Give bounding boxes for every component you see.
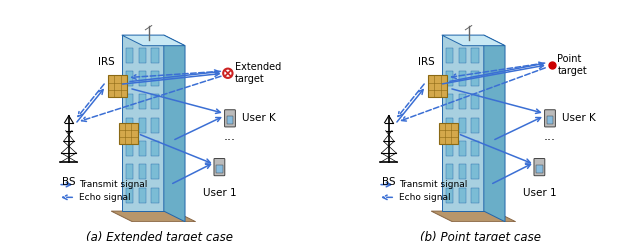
Text: (a) Extended target case: (a) Extended target case [86,231,234,241]
Bar [126,94,134,109]
Text: Transmit signal: Transmit signal [399,180,468,189]
Bar [471,94,479,109]
Polygon shape [484,35,505,222]
Text: Point
target: Point target [557,54,587,76]
Polygon shape [431,211,516,222]
Bar [151,164,159,179]
Text: ...: ... [224,130,236,143]
Polygon shape [442,35,505,46]
Text: User 1: User 1 [523,188,556,198]
Text: BS: BS [382,177,396,187]
Text: IRS: IRS [97,57,115,67]
Bar [151,118,159,133]
Bar [139,141,146,156]
Bar [471,188,479,203]
Bar [139,48,146,63]
Text: Transmit signal: Transmit signal [79,180,148,189]
Text: Echo signal: Echo signal [399,193,451,202]
Bar [151,71,159,86]
Bar [459,94,466,109]
Text: User K: User K [562,113,595,123]
Text: (b) Point target case: (b) Point target case [419,231,541,241]
Bar [126,141,134,156]
Bar [139,71,146,86]
Bar [108,75,127,97]
Bar [438,123,458,144]
FancyBboxPatch shape [225,110,236,127]
Text: Extended
target: Extended target [235,62,281,84]
FancyBboxPatch shape [214,159,225,176]
Bar [459,188,466,203]
Bar [151,48,159,63]
Text: IRS: IRS [417,57,435,67]
Bar [547,116,554,124]
Bar [139,164,146,179]
Bar [139,94,146,109]
Bar [471,118,479,133]
Bar [428,75,447,97]
Bar [471,48,479,63]
Bar [126,188,134,203]
Bar [446,188,454,203]
Bar [446,71,454,86]
Bar [459,164,466,179]
Bar [459,118,466,133]
Bar [118,123,138,144]
Bar [126,164,134,179]
Bar [471,164,479,179]
Bar [459,141,466,156]
Bar [446,118,454,133]
Bar [446,94,454,109]
Bar [227,116,234,124]
Bar [151,94,159,109]
FancyBboxPatch shape [534,159,545,176]
Bar [471,71,479,86]
Bar [216,165,223,173]
Bar [126,48,134,63]
Polygon shape [122,35,164,211]
Polygon shape [111,211,196,222]
Bar [471,141,479,156]
Text: User K: User K [242,113,275,123]
Bar [459,48,466,63]
Bar [446,164,454,179]
Bar [459,71,466,86]
Polygon shape [164,35,185,222]
Text: User 1: User 1 [203,188,236,198]
Bar [446,141,454,156]
FancyBboxPatch shape [545,110,556,127]
Bar [536,165,543,173]
Bar [151,141,159,156]
Bar [139,118,146,133]
Text: BS: BS [62,177,76,187]
Polygon shape [442,35,484,211]
Bar [446,48,454,63]
Bar [151,188,159,203]
Bar [126,118,134,133]
Bar [126,71,134,86]
Text: Echo signal: Echo signal [79,193,131,202]
Text: ...: ... [544,130,556,143]
Polygon shape [122,35,185,46]
Bar [139,188,146,203]
